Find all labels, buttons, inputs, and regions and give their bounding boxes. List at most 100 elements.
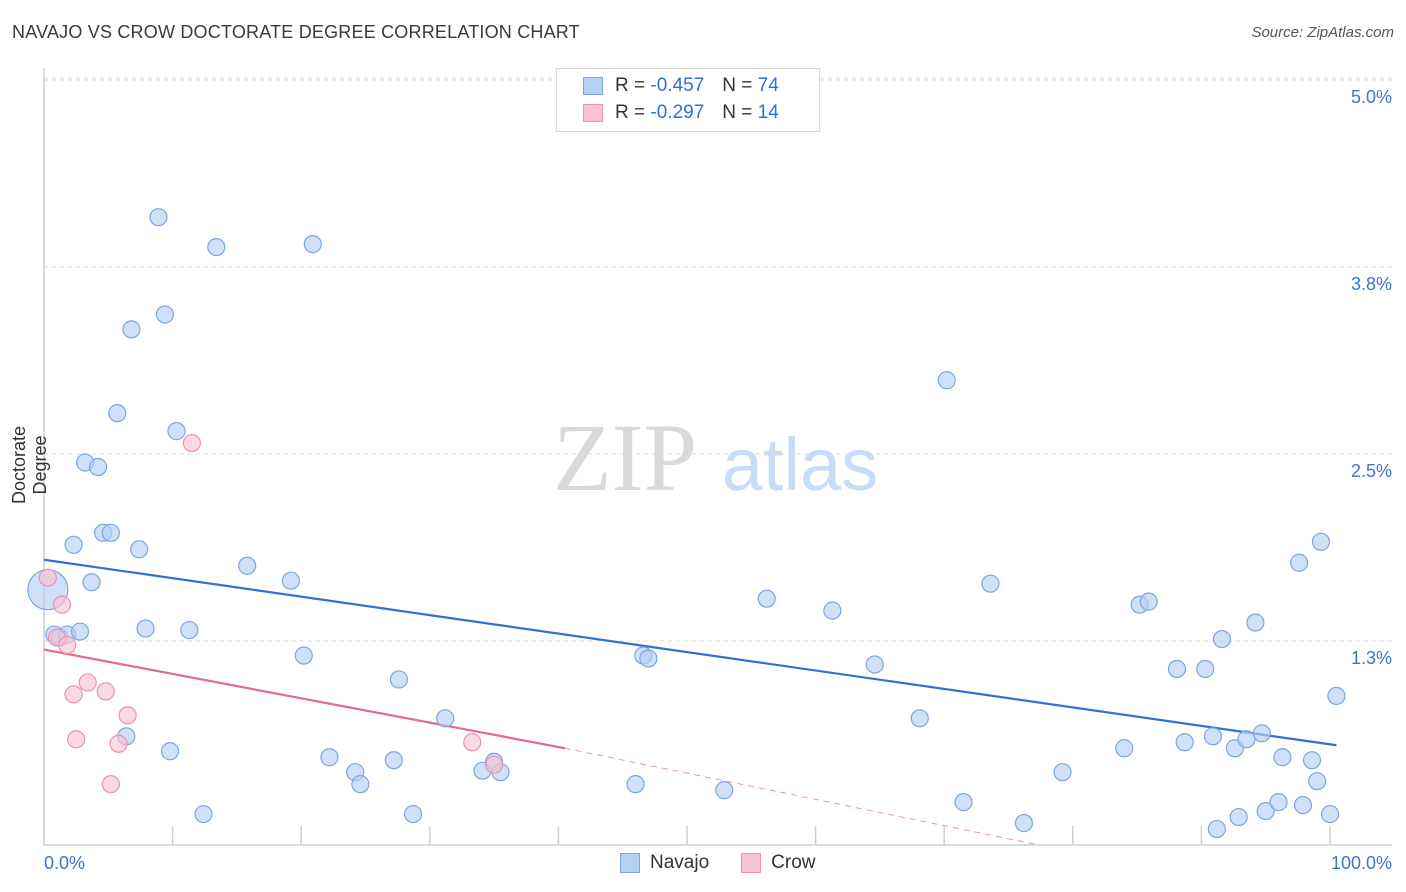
data-points [27,208,1346,839]
y-tick-label: 1.3% [1351,648,1392,668]
point-navajo [389,670,409,689]
point-navajo [823,601,842,620]
source-label: Source: ZipAtlas.com [1251,24,1394,41]
x-tick-label-max: 100.0% [1331,853,1392,873]
point-crow [96,682,115,701]
series-swatch-navajo [620,853,640,873]
legend-swatch-crow [583,104,603,122]
legend-n-value: 74 [757,75,779,96]
point-navajo [70,622,90,641]
point-navajo [1311,532,1331,551]
point-navajo [715,781,734,800]
point-navajo [130,540,149,559]
point-navajo [1293,796,1313,815]
point-navajo [954,793,973,812]
axes [43,68,1392,846]
chart-title: NAVAJO VS CROW DOCTORATE DEGREE CORRELAT… [12,22,580,42]
point-navajo [64,535,83,554]
point-crow [38,568,57,587]
point-navajo [639,649,658,668]
point-crow [109,734,128,753]
point-navajo [1115,739,1134,758]
point-crow [485,755,504,774]
point-navajo [1139,592,1158,611]
point-navajo [1320,804,1340,824]
watermark: ZIP atlas [553,404,878,511]
point-navajo [281,571,301,590]
point-crow [58,635,77,655]
legend-r-value: -0.457 [650,75,705,96]
point-navajo [1290,553,1309,572]
legend-swatch-navajo [583,77,603,95]
legend-n-label: N = [722,102,753,123]
y-tick-label: 5.0% [1351,87,1392,107]
point-navajo [436,709,455,728]
legend-n-label: N = [722,75,753,96]
point-navajo [82,573,101,592]
point-navajo [167,422,186,441]
point-navajo [1246,613,1265,632]
legend-r-label: R = [615,102,646,123]
legend-row-navajo: R = -0.457 N = 74 [583,74,779,98]
point-navajo [320,748,339,767]
point-navajo [1308,772,1327,791]
trend-lines [43,558,1337,845]
point-crow [52,595,72,614]
point-navajo [88,457,108,477]
legend-n-value: 14 [757,102,779,123]
legend-r-label: R = [615,75,646,96]
point-navajo [1327,686,1346,705]
point-navajo [1237,730,1256,749]
point-crow [182,433,201,453]
point-navajo [937,371,956,390]
point-navajo [1273,748,1292,767]
point-navajo [757,589,776,608]
point-navajo [149,208,168,227]
point-navajo [1175,733,1194,752]
point-navajo [180,620,199,640]
x-tick-label-min: 0.0% [44,853,85,873]
point-navajo [1196,659,1215,679]
point-navajo [194,804,213,824]
point-navajo [101,523,120,542]
point-navajo [155,305,174,324]
point-navajo [303,235,322,254]
point-crow [118,706,137,725]
legend-r-value: -0.297 [650,102,705,123]
point-navajo [351,775,370,794]
series-swatch-crow [741,853,762,873]
point-navajo [1203,727,1223,746]
series-label-crow: Crow [771,852,816,873]
point-navajo [865,655,884,674]
correlation-legend: R = -0.457 N = 74 R = -0.297 N = 14 [556,68,820,132]
point-crow [101,775,120,794]
point-navajo [136,619,155,638]
point-navajo [384,751,403,770]
watermark-atlas: atlas [722,423,878,506]
point-navajo [207,237,226,257]
point-navajo [122,320,141,339]
point-navajo [1229,807,1248,827]
point-crow [78,673,97,692]
y-tick-label: 2.5% [1351,461,1392,481]
trend-line-crow [43,648,566,750]
point-navajo [1207,819,1226,839]
point-navajo [626,775,645,794]
point-navajo [1053,763,1072,782]
point-navajo [1252,724,1271,743]
point-navajo [160,742,180,761]
tick-labels: 1.3% 2.5% 3.8% 5.0% 0.0% 100.0% [44,87,1392,873]
point-navajo [981,574,1000,593]
y-tick-label: 3.8% [1351,274,1392,294]
point-navajo [238,556,257,575]
watermark-zip: ZIP [553,404,697,511]
point-crow [64,685,83,704]
grid-lines [44,77,1392,642]
point-navajo [1269,793,1288,812]
point-crow [67,730,86,749]
series-label-navajo: Navajo [650,852,710,873]
trend-line-extension-crow [564,747,1035,845]
series-legend: Navajo Crow [620,852,816,874]
trend-line-navajo [43,558,1337,747]
point-navajo [1167,659,1187,679]
